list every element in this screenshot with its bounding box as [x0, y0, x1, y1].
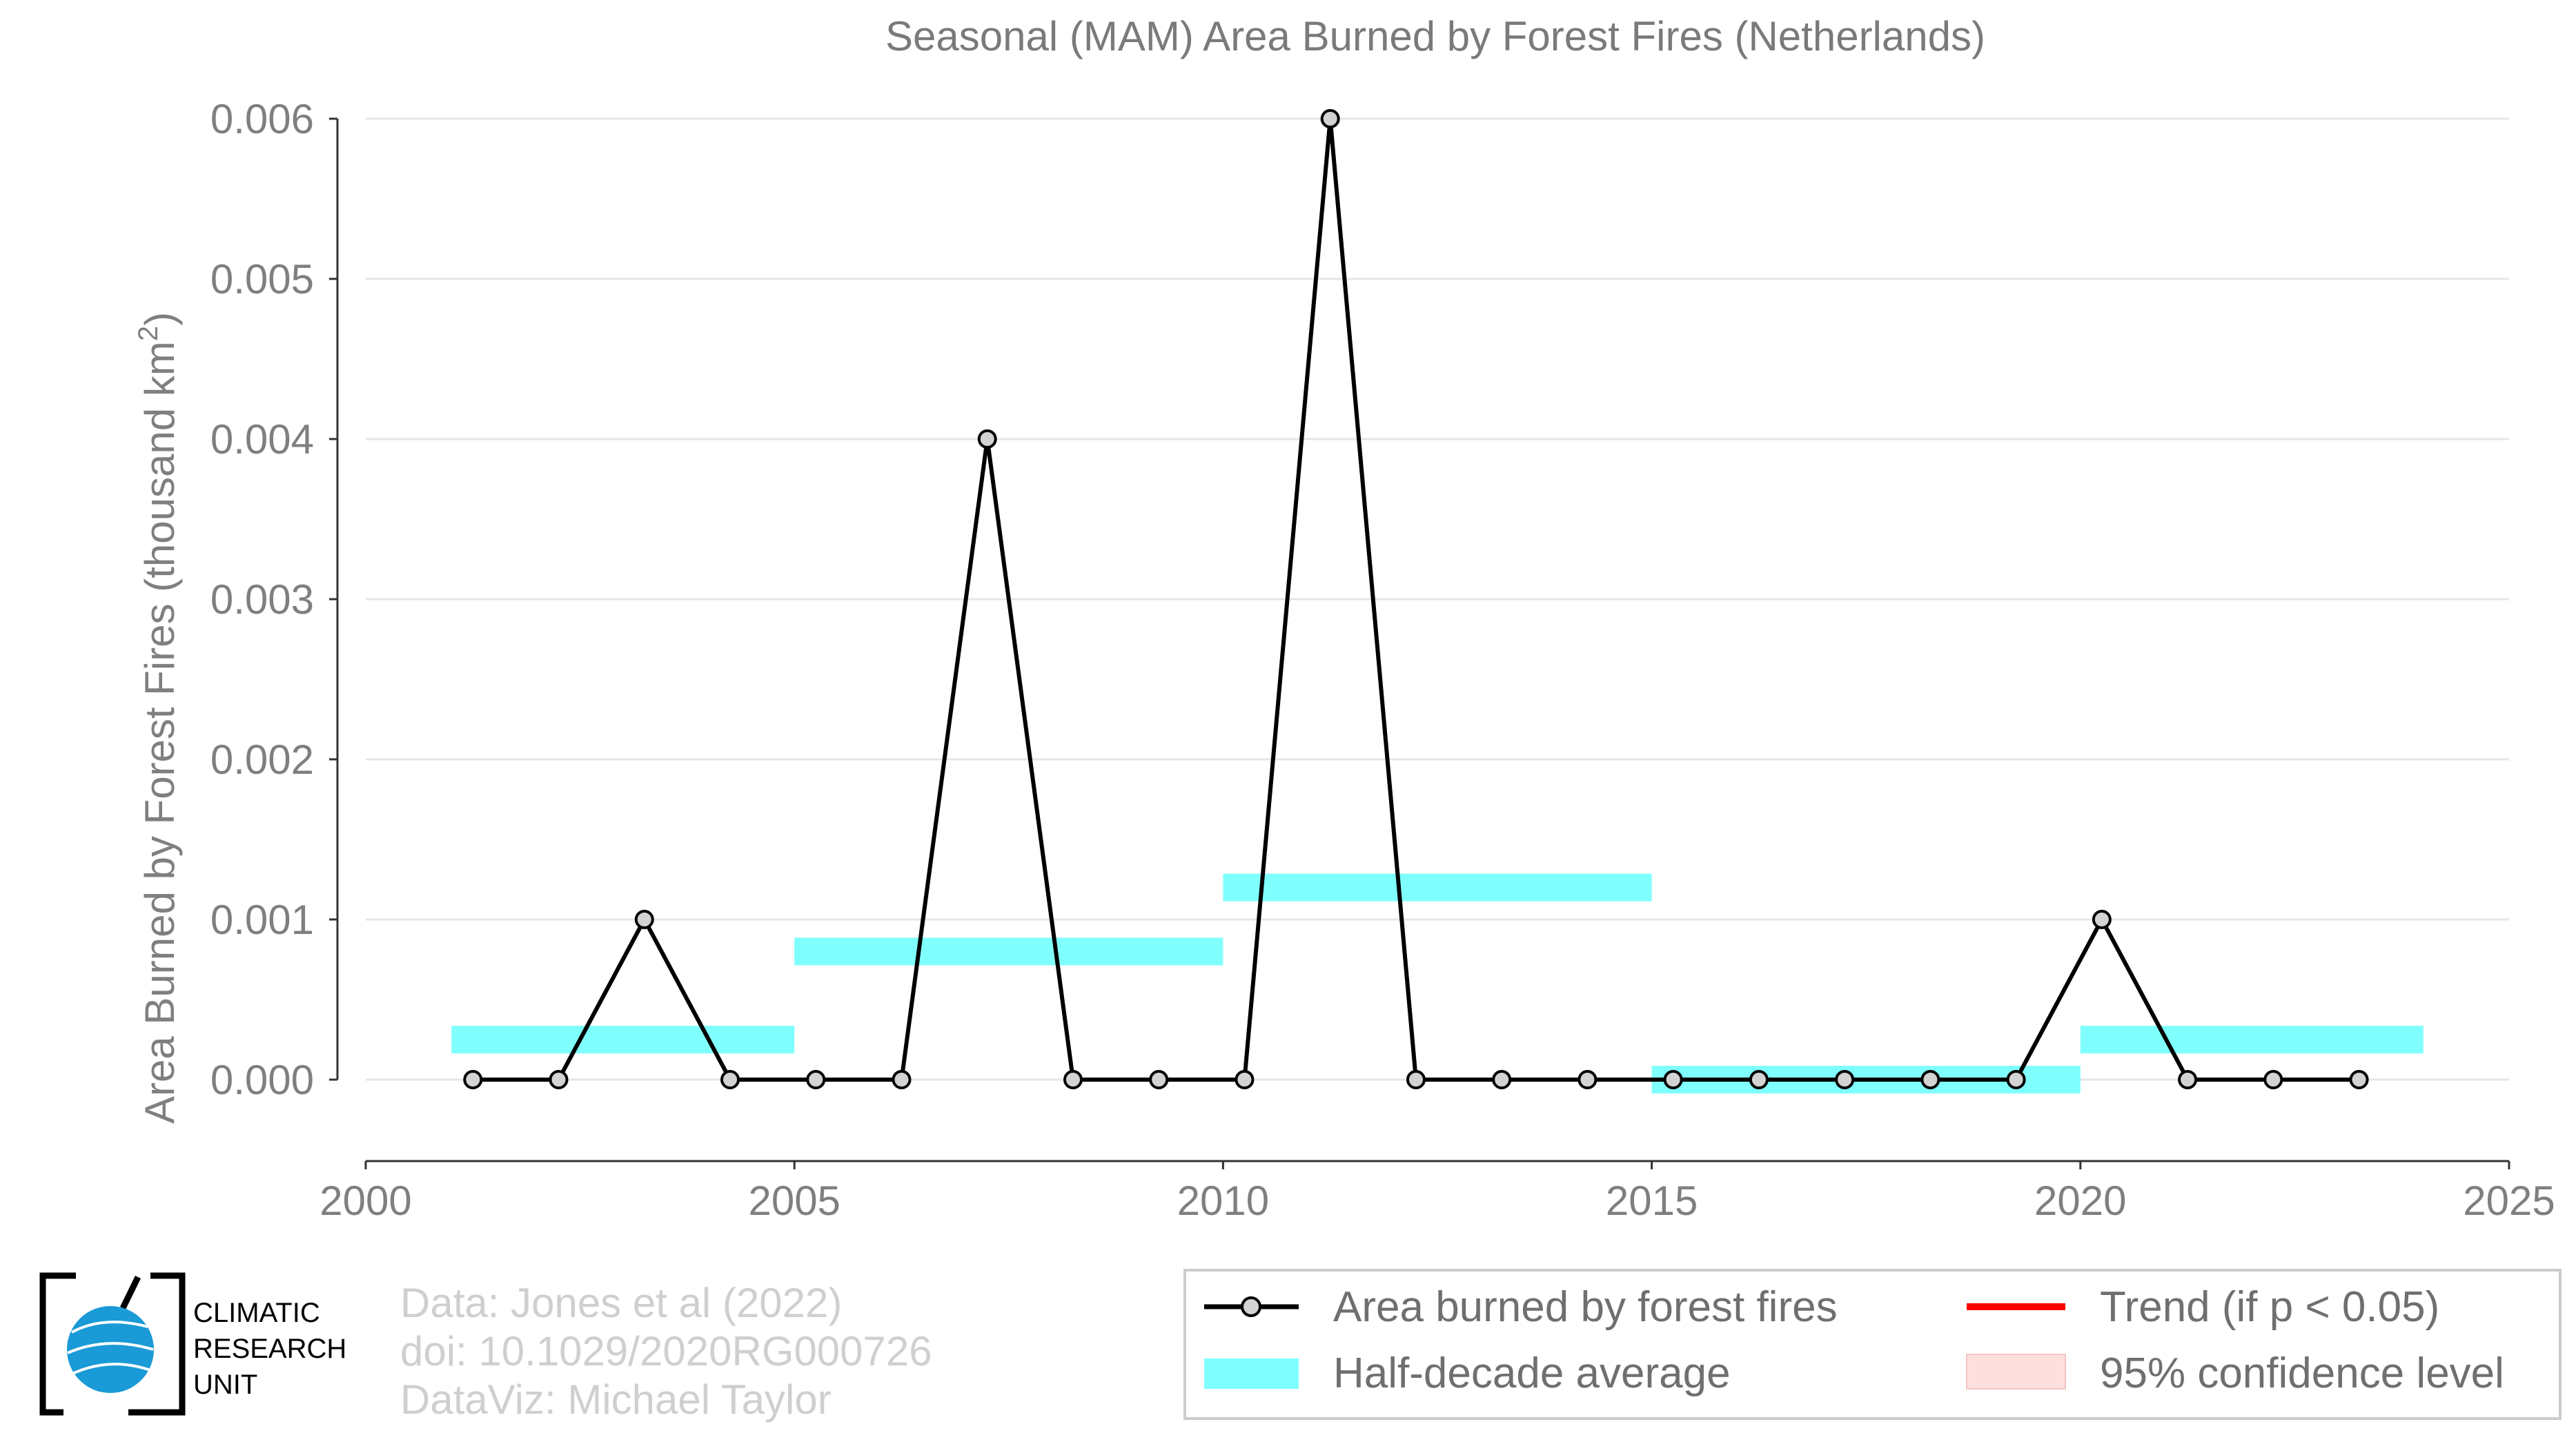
series-point [2349, 1070, 2369, 1089]
legend-half-decade-label: Half-decade average [1333, 1350, 1731, 1397]
series-point [1149, 1070, 1169, 1089]
series-point [1749, 1070, 1769, 1089]
legend-box [1183, 1269, 2562, 1420]
series-point [892, 1070, 912, 1089]
legend-entry-confidence: 95% confidence level [1966, 1350, 2504, 1397]
xtick-label: 2015 [1606, 1178, 1698, 1224]
xtick-label: 2020 [2034, 1178, 2126, 1224]
series-point [463, 1070, 483, 1089]
logo-line-1: CLIMATIC [193, 1298, 320, 1328]
xtick-label: 2025 [2463, 1178, 2555, 1224]
series-point [1492, 1070, 1512, 1089]
ytick-label: 0.006 [210, 96, 314, 142]
logo-line-3: UNIT [193, 1370, 257, 1400]
cru-logo: CLIMATIC RESEARCH UNIT [39, 1272, 346, 1416]
credits: Data: Jones et al (2022) doi: 10.1029/20… [400, 1280, 932, 1423]
x-ticks: 2000 2005 2010 2015 2020 2025 [319, 1161, 2555, 1224]
legend-series-label: Area burned by forest fires [1333, 1283, 1838, 1331]
series-area-burned [463, 109, 2369, 1089]
logo-slash [119, 1276, 141, 1309]
logo-frame-left [39, 1272, 76, 1416]
series-point [806, 1070, 826, 1089]
series-point [2263, 1070, 2283, 1089]
legend-confidence-swatch [1966, 1354, 2066, 1390]
half-decade-average-bars [451, 873, 2423, 1093]
logo-frame-right [128, 1272, 186, 1416]
ytick-label: 0.000 [210, 1057, 314, 1103]
series-point [1663, 1070, 1683, 1089]
series-point [1920, 1070, 1940, 1089]
series-point [1235, 1070, 1255, 1089]
ytick-label: 0.003 [210, 576, 314, 623]
legend-entry-trend: Trend (if p < 0.05) [1967, 1283, 2439, 1331]
legend-entry-series: Area burned by forest fires [1204, 1283, 1838, 1331]
y-axis-label-main: Area Burned by Forest Fires (thousand km [137, 341, 183, 1124]
chart-title: Seasonal (MAM) Area Burned by Forest Fir… [885, 13, 1985, 59]
half-decade-average-bar [794, 937, 1223, 966]
series-point [1063, 1070, 1083, 1089]
legend: Area burned by forest fires Trend (if p … [1183, 1269, 2562, 1420]
series-point [2092, 910, 2112, 929]
series-point [1835, 1070, 1855, 1089]
series-point [634, 910, 654, 929]
logo-line-2: RESEARCH [193, 1334, 346, 1364]
series-point [1406, 1070, 1426, 1089]
y-axis-label: Area Burned by Forest Fires (thousand km… [133, 312, 183, 1124]
series-point [720, 1070, 740, 1089]
axes [336, 119, 2509, 1162]
globe-swirl-1 [71, 1321, 148, 1334]
series-point [549, 1070, 569, 1089]
xtick-label: 2005 [748, 1178, 840, 1224]
credit-data-source: Data: Jones et al (2022) [400, 1280, 842, 1326]
legend-half-decade-swatch [1204, 1359, 1299, 1389]
globe-icon [67, 1306, 154, 1393]
half-decade-average-bar [1223, 873, 1652, 902]
legend-series-marker [1241, 1296, 1261, 1317]
legend-trend-label: Trend (if p < 0.05) [2100, 1283, 2439, 1331]
credit-dataviz: DataViz: Michael Taylor [400, 1376, 832, 1423]
ytick-label: 0.002 [210, 737, 314, 783]
xtick-label: 2010 [1177, 1178, 1269, 1224]
series-point [2006, 1070, 2026, 1089]
legend-confidence-label: 95% confidence level [2100, 1350, 2504, 1397]
credit-doi: doi: 10.1029/2020RG000726 [400, 1328, 932, 1374]
y-axis-label-superscript: 2 [133, 326, 164, 341]
series-point [1320, 109, 1340, 128]
series-point [977, 429, 997, 449]
globe-swirl-2 [67, 1342, 154, 1354]
y-axis-label-close: ) [137, 312, 183, 326]
half-decade-average-bar [451, 1026, 795, 1053]
series-point [1577, 1070, 1597, 1089]
ytick-label: 0.005 [210, 256, 314, 302]
globe-swirl-3 [72, 1363, 151, 1375]
ytick-label: 0.001 [210, 897, 314, 943]
series-point [2178, 1070, 2198, 1089]
ytick-label: 0.004 [210, 416, 314, 462]
xtick-label: 2000 [319, 1178, 411, 1224]
half-decade-average-bar [2080, 1026, 2423, 1053]
y-ticks: 0.000 0.001 0.002 0.003 0.004 0.005 0.006 [210, 96, 337, 1103]
legend-entry-half-decade: Half-decade average [1204, 1350, 1731, 1397]
grid-lines [366, 117, 2509, 1081]
